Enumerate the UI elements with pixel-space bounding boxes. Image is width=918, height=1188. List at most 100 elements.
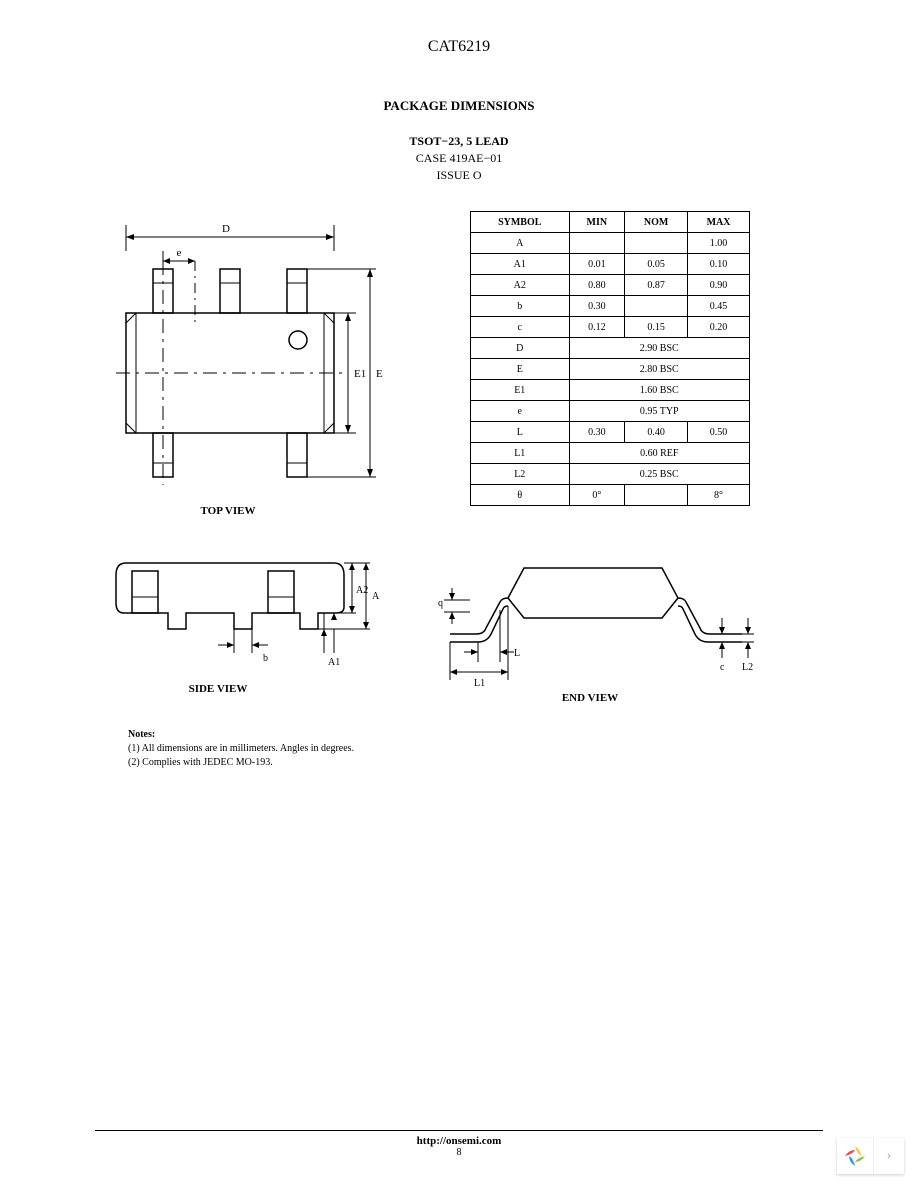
package-type: TSOT−23, 5 LEAD xyxy=(0,134,918,149)
dim-label-c: c xyxy=(720,662,725,673)
end-view-label: END VIEW xyxy=(430,692,750,704)
cell-symbol: A xyxy=(471,233,570,254)
cell-nom: 0.87 xyxy=(625,275,688,296)
table-row: b0.30 0.45 xyxy=(471,296,750,317)
cell-span: 1.60 BSC xyxy=(569,380,750,401)
table-row: E2.80 BSC xyxy=(471,359,750,380)
table-header: SYMBOL MIN NOM MAX xyxy=(471,212,750,233)
datasheet-page: CAT6219 PACKAGE DIMENSIONS TSOT−23, 5 LE… xyxy=(0,0,918,1188)
top-view-drawing: D e xyxy=(108,215,460,517)
notes-title: Notes: xyxy=(128,729,155,740)
cell-symbol: e xyxy=(471,401,570,422)
cell-symbol: E1 xyxy=(471,380,570,401)
dim-label-E: E xyxy=(376,368,383,380)
cell-max: 0.45 xyxy=(688,296,750,317)
top-view-svg: D e xyxy=(108,215,388,505)
note-2: (2) Complies with JEDEC MO-193. xyxy=(128,757,273,768)
table-body: A1.00A10.010.050.10A20.800.870.90b0.300.… xyxy=(471,233,750,506)
cell-span: 2.90 BSC xyxy=(569,338,750,359)
end-view-svg: q L xyxy=(430,562,770,692)
cell-min: 0.01 xyxy=(569,254,625,275)
cell-nom xyxy=(625,485,688,506)
cell-symbol: E xyxy=(471,359,570,380)
table-row: A20.800.870.90 xyxy=(471,275,750,296)
table-row: L0.300.400.50 xyxy=(471,422,750,443)
page-number: 8 xyxy=(0,1147,918,1158)
page-footer: http://onsemi.com 8 xyxy=(0,1130,918,1158)
cell-max: 1.00 xyxy=(688,233,750,254)
cell-min: 0° xyxy=(569,485,625,506)
table-row: A 1.00 xyxy=(471,233,750,254)
cell-nom xyxy=(625,296,688,317)
cell-span: 0.60 REF xyxy=(569,443,750,464)
table-row: E11.60 BSC xyxy=(471,380,750,401)
table-row: L20.25 BSC xyxy=(471,464,750,485)
side-view-label: SIDE VIEW xyxy=(108,683,328,695)
col-max: MAX xyxy=(688,212,750,233)
note-1: (1) All dimensions are in millimeters. A… xyxy=(128,743,354,754)
cell-symbol: c xyxy=(471,317,570,338)
cell-max: 0.90 xyxy=(688,275,750,296)
content-row: D e xyxy=(0,211,918,704)
side-view-drawing: A2 A A1 xyxy=(108,553,460,695)
cell-max: 0.20 xyxy=(688,317,750,338)
cell-symbol: D xyxy=(471,338,570,359)
nav-logo[interactable] xyxy=(837,1138,874,1174)
cell-min: 0.80 xyxy=(569,275,625,296)
cell-symbol: A1 xyxy=(471,254,570,275)
dimensions-table: SYMBOL MIN NOM MAX A1.00A10.010.050.10A2… xyxy=(470,211,750,506)
cell-nom xyxy=(625,233,688,254)
cell-nom: 0.15 xyxy=(625,317,688,338)
dim-label-A: A xyxy=(372,591,380,602)
cell-max: 0.10 xyxy=(688,254,750,275)
dim-label-L1: L1 xyxy=(474,678,485,689)
table-row: θ0° 8° xyxy=(471,485,750,506)
case-number: CASE 419AE−01 xyxy=(0,151,918,166)
cell-min: 0.30 xyxy=(569,422,625,443)
col-symbol: SYMBOL xyxy=(471,212,570,233)
table-column: SYMBOL MIN NOM MAX A1.00A10.010.050.10A2… xyxy=(460,211,770,704)
cell-symbol: A2 xyxy=(471,275,570,296)
dim-label-E1: E1 xyxy=(354,368,366,380)
cell-symbol: L xyxy=(471,422,570,443)
dim-label-D: D xyxy=(222,223,230,235)
top-view-label: TOP VIEW xyxy=(108,505,348,517)
end-view-drawing: q L xyxy=(430,562,770,704)
cell-symbol: θ xyxy=(471,485,570,506)
notes-section: Notes: (1) All dimensions are in millime… xyxy=(128,728,918,770)
drawings-column: D e xyxy=(0,211,460,704)
table-row: A10.010.050.10 xyxy=(471,254,750,275)
side-view-svg: A2 A A1 xyxy=(108,553,388,683)
cell-symbol: L1 xyxy=(471,443,570,464)
issue: ISSUE O xyxy=(0,168,918,183)
dim-label-L2: L2 xyxy=(742,662,753,673)
cell-max: 8° xyxy=(688,485,750,506)
nav-next-icon[interactable]: › xyxy=(874,1138,904,1174)
cell-span: 0.95 TYP xyxy=(569,401,750,422)
part-number: CAT6219 xyxy=(0,0,918,56)
cell-max: 0.50 xyxy=(688,422,750,443)
dim-label-b: b xyxy=(263,653,268,664)
footer-url: http://onsemi.com xyxy=(0,1135,918,1147)
dim-label-L: L xyxy=(514,648,520,659)
nav-widget: › xyxy=(837,1138,904,1174)
cell-span: 0.25 BSC xyxy=(569,464,750,485)
cell-symbol: L2 xyxy=(471,464,570,485)
cell-min: 0.12 xyxy=(569,317,625,338)
table-row: L10.60 REF xyxy=(471,443,750,464)
cell-min: 0.30 xyxy=(569,296,625,317)
cell-nom: 0.40 xyxy=(625,422,688,443)
cell-min xyxy=(569,233,625,254)
table-row: c0.120.150.20 xyxy=(471,317,750,338)
col-nom: NOM xyxy=(625,212,688,233)
col-min: MIN xyxy=(569,212,625,233)
cell-span: 2.80 BSC xyxy=(569,359,750,380)
cell-nom: 0.05 xyxy=(625,254,688,275)
section-title: PACKAGE DIMENSIONS xyxy=(0,98,918,114)
dim-label-e: e xyxy=(177,247,182,259)
footer-rule xyxy=(95,1130,823,1131)
dim-label-A1: A1 xyxy=(328,657,340,668)
cell-symbol: b xyxy=(471,296,570,317)
table-row: e0.95 TYP xyxy=(471,401,750,422)
table-row: D2.90 BSC xyxy=(471,338,750,359)
